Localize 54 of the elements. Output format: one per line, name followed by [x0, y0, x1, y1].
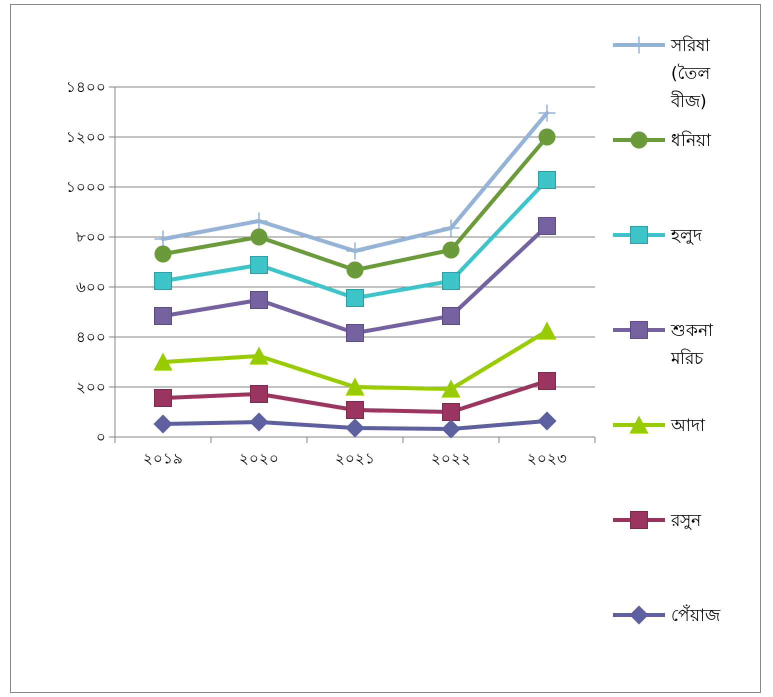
point	[346, 401, 364, 419]
point	[346, 324, 364, 342]
point	[346, 418, 364, 438]
y-tick-label: ৬০০	[76, 278, 106, 296]
point	[250, 228, 268, 246]
point	[538, 372, 556, 390]
point	[442, 403, 460, 421]
point	[250, 256, 268, 274]
point	[154, 414, 172, 434]
y-tick-label: ৮০০	[76, 228, 106, 246]
point	[250, 385, 268, 403]
y-tick-label: ০	[96, 428, 106, 446]
legend-label: আদা	[670, 416, 706, 436]
y-tick-label: ১২০০	[66, 128, 106, 146]
legend-label: ধনিয়া	[671, 130, 712, 151]
point	[154, 307, 172, 325]
x-tick-label: ২০২০	[239, 450, 279, 468]
point	[250, 346, 268, 364]
point	[538, 128, 556, 146]
legend-label: শুকনা মরিচ	[670, 321, 714, 369]
y-tick-label: ১০০০	[66, 178, 106, 196]
point	[250, 412, 268, 432]
legend-label: পেঁয়াজ	[671, 605, 721, 626]
y-tick-label: ১৪০০	[66, 78, 106, 96]
point	[538, 412, 556, 430]
point	[538, 104, 556, 122]
point	[538, 322, 556, 340]
x-tick-label: ২০২৩	[527, 450, 567, 468]
legend-label: সরিষা (তৈল বীজ)	[670, 35, 711, 112]
point	[442, 272, 460, 290]
point	[250, 212, 268, 230]
x-tick-label: ২০২২	[431, 450, 471, 468]
point	[442, 307, 460, 325]
point	[154, 272, 172, 290]
point	[538, 171, 556, 189]
legend-label: হলুদ	[670, 226, 703, 246]
point	[250, 291, 268, 309]
legend-label: রসুন	[670, 511, 702, 531]
point	[346, 262, 364, 278]
point	[154, 246, 172, 262]
y-tick-label: ২০০	[76, 378, 106, 396]
point	[538, 217, 556, 235]
y-tick-label: ৪০০	[76, 328, 106, 346]
point	[442, 242, 460, 258]
point	[346, 289, 364, 307]
x-tick-label: ২০২১	[335, 450, 375, 468]
x-tick-label: ২০১৯	[143, 450, 183, 468]
point	[346, 378, 364, 396]
point	[154, 352, 172, 370]
point	[442, 380, 460, 398]
point	[154, 389, 172, 407]
point	[442, 218, 460, 238]
point	[346, 242, 364, 260]
point	[442, 420, 460, 438]
